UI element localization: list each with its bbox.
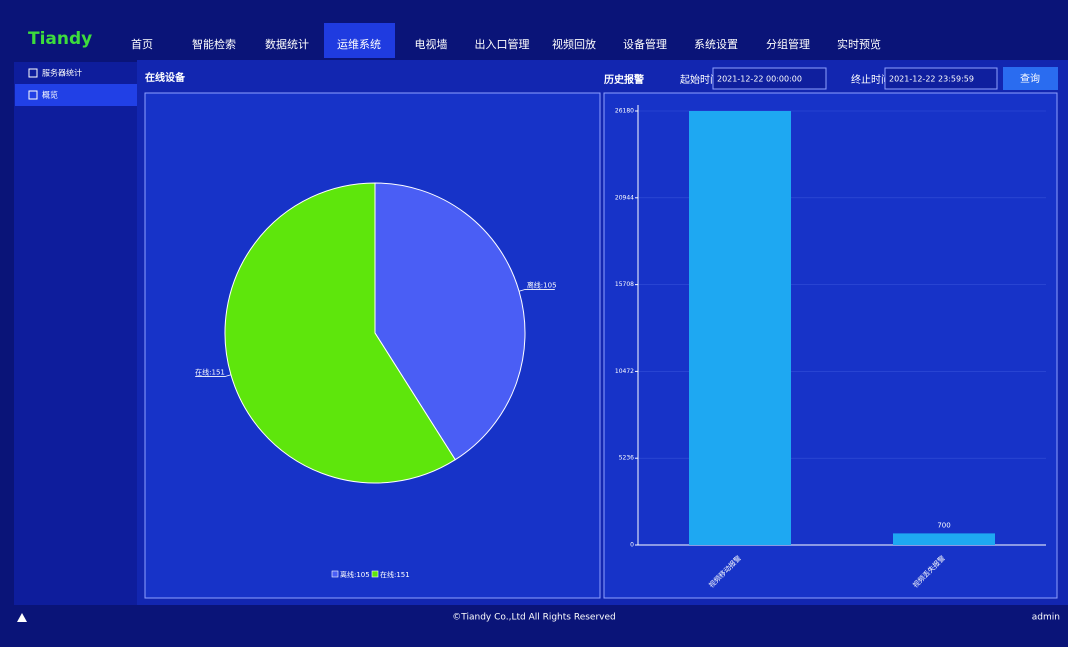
- sidebar-active-bg: [15, 84, 137, 106]
- nav-active-bg: [324, 23, 395, 58]
- sidebar-icon: [28, 68, 38, 78]
- nav-item[interactable]: 视频回放: [552, 37, 596, 51]
- pie-title: 在线设备: [145, 71, 186, 84]
- start-input[interactable]: [712, 67, 827, 90]
- label-leader: [518, 289, 555, 292]
- end-value: 2021-12-22 23:59:59: [889, 75, 974, 84]
- legend-swatch: [371, 570, 379, 578]
- nav-item[interactable]: 数据统计: [265, 37, 309, 51]
- user: admin: [1032, 613, 1060, 623]
- nav-item[interactable]: 运维系统: [337, 38, 381, 51]
- legend-swatch: [331, 570, 339, 578]
- start-value: 2021-12-22 00:00:00: [717, 75, 802, 84]
- nav-item[interactable]: 分组管理: [766, 37, 810, 51]
- sidebar-item[interactable]: 服务器统计: [42, 68, 82, 78]
- bar: [893, 533, 995, 545]
- end-label: 终止时间: [851, 73, 891, 86]
- y-tick-label: 15708: [615, 281, 634, 288]
- nav-item[interactable]: 系统设置: [694, 38, 738, 51]
- bar-title: 历史报警: [604, 73, 644, 86]
- y-tick-label: 26180: [615, 108, 634, 115]
- y-tick-label: 0: [630, 542, 634, 549]
- logo: Tiandy: [28, 29, 92, 49]
- sidebar-item[interactable]: 概览: [42, 90, 58, 100]
- warning-icon[interactable]: [17, 613, 27, 622]
- copyright: ©Tiandy Co.,Ltd All Rights Reserved: [452, 613, 615, 623]
- nav-item[interactable]: 实时预览: [837, 37, 881, 51]
- query-button-label: 查询: [1020, 72, 1040, 85]
- y-tick-label: 5236: [619, 455, 634, 462]
- label-leader: [195, 374, 232, 377]
- nav-item[interactable]: 智能检索: [192, 37, 236, 51]
- nav-item[interactable]: 设备管理: [623, 37, 667, 51]
- end-input[interactable]: [884, 67, 998, 90]
- pie-slice: [224, 182, 456, 484]
- nav-item[interactable]: 首页: [131, 37, 153, 51]
- start-label: 起始时间: [680, 73, 720, 86]
- nav-item[interactable]: 电视墙: [415, 37, 448, 51]
- y-tick-label: 20944: [615, 194, 634, 201]
- query-button[interactable]: [1003, 67, 1058, 90]
- value-label: 700: [937, 521, 950, 529]
- legend-label: 在线:151: [380, 570, 410, 579]
- sidebar-icon: [28, 90, 38, 100]
- slice-label: 在线:151: [195, 367, 225, 376]
- nav-item[interactable]: 出入口管理: [475, 37, 530, 51]
- slice-label: 离线:105: [527, 281, 557, 290]
- bar: [689, 111, 791, 545]
- bar-panel: [603, 92, 1058, 599]
- y-tick-label: 10472: [615, 368, 634, 375]
- legend-label: 离线:105: [340, 570, 370, 579]
- sidebar: [14, 62, 137, 605]
